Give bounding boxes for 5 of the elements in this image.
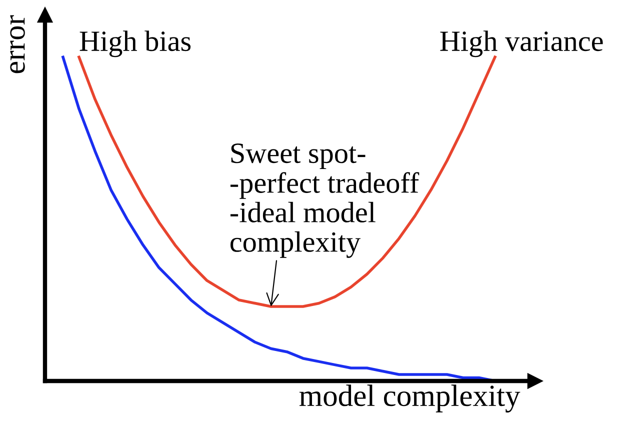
x-axis-title: model complexity [299,384,520,412]
annotation: High variance [440,30,603,58]
y-axis-title: error [10,15,25,74]
annotation: High bias [80,30,191,58]
annotation: Sweet spot- -perfect tradeoff -ideal model complexity [230,144,420,258]
